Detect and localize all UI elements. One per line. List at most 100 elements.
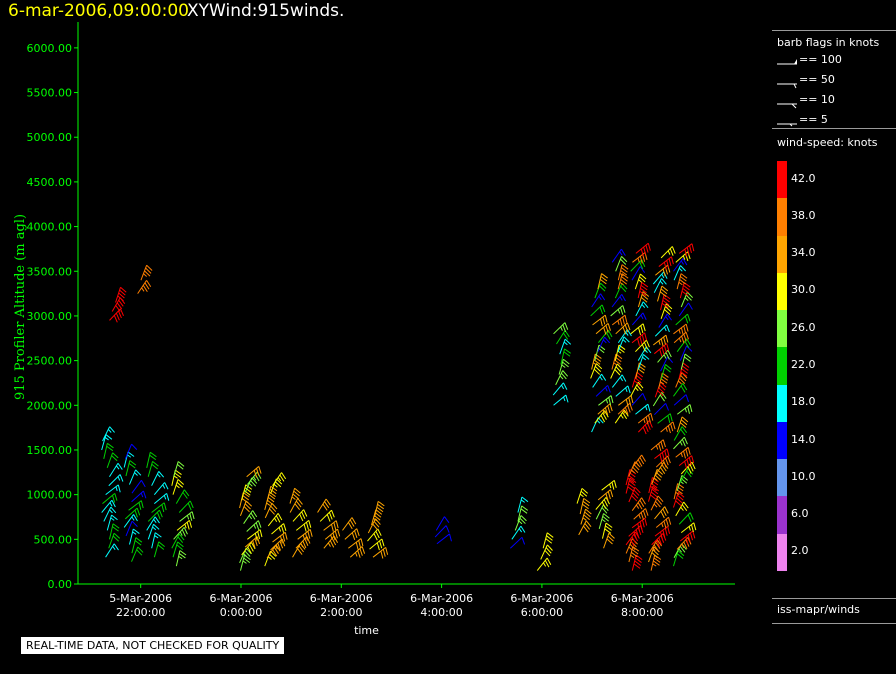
barb-half-flag <box>153 519 157 524</box>
barb-flag <box>140 500 144 509</box>
barb-half-flag <box>678 329 681 334</box>
barb-flag <box>681 416 689 423</box>
barb-staff <box>673 265 681 281</box>
barb-staff <box>618 395 632 406</box>
barb-staff <box>267 513 279 527</box>
barb-flag <box>585 508 592 515</box>
barb-flag <box>682 362 690 368</box>
barb-flag <box>683 285 690 291</box>
barb-flag <box>686 338 692 346</box>
barb-half-flag <box>330 534 333 540</box>
barb-flag <box>599 278 607 285</box>
barb-flag <box>669 248 674 256</box>
barb-flag <box>626 322 631 331</box>
barb-staff <box>648 486 654 502</box>
barb-legend-item: == 5 <box>777 113 828 127</box>
barb-staff <box>631 266 641 281</box>
barb-staff <box>176 519 190 531</box>
barb-flag <box>521 537 526 545</box>
barb-flag <box>601 501 607 509</box>
barb-staff <box>129 528 134 545</box>
barb-flag <box>257 520 262 528</box>
x-tick-time: 2:00:00 <box>320 606 362 619</box>
barb-staff <box>673 394 687 406</box>
barb-flag <box>665 403 669 411</box>
barb-flag <box>647 415 651 423</box>
wind-profile <box>625 454 649 571</box>
barb-half-flag <box>140 492 144 498</box>
barb-staff <box>272 472 282 486</box>
barb-staff <box>658 256 672 267</box>
barb-half-flag <box>543 562 547 567</box>
barb-staff <box>266 544 277 559</box>
barb-half-flag <box>109 502 113 507</box>
barb-flag <box>633 464 640 471</box>
barb-flag <box>655 542 661 549</box>
speed-color-swatch <box>777 384 787 422</box>
barb-half-flag <box>266 502 271 506</box>
barb-flag <box>163 502 167 511</box>
barb-flag <box>626 329 632 337</box>
barb-flag <box>380 550 384 559</box>
barb-flag <box>302 540 307 549</box>
barb-half-flag <box>157 473 161 478</box>
barb-flag <box>385 547 389 555</box>
barb-half-flag <box>184 523 187 529</box>
speed-color-swatch <box>777 347 787 385</box>
barb-flag <box>177 536 184 544</box>
barb-flag <box>670 423 674 432</box>
barb-flag <box>671 246 676 254</box>
barb-flag <box>683 333 687 342</box>
barb-staff <box>372 547 387 558</box>
barb-half-flag <box>559 375 564 380</box>
barb-flag <box>624 324 629 333</box>
barb-flag <box>562 370 569 377</box>
barb-half-flag <box>653 503 658 508</box>
x-tick-time: 4:00:00 <box>420 606 462 619</box>
barb-flag <box>544 549 551 557</box>
barb-flag <box>636 384 642 392</box>
wind-profile <box>552 322 572 406</box>
barb-flag <box>600 415 606 423</box>
barb-flag <box>444 516 450 524</box>
barb-half-flag <box>162 484 166 489</box>
barb-staff <box>601 480 615 491</box>
barb-staff <box>323 535 335 549</box>
barb-staff <box>264 550 271 567</box>
barb-flag <box>273 547 279 554</box>
barb-half-flag <box>179 531 183 536</box>
wind-profile <box>101 426 124 558</box>
x-tick-date: 6-Mar-2006 <box>310 592 373 605</box>
barb-half-flag <box>619 281 624 286</box>
barb-flag <box>357 550 361 558</box>
barb-half-flag <box>143 273 147 277</box>
barb-half-flag <box>175 484 180 489</box>
barb-staff <box>648 539 658 554</box>
barb-flag <box>564 322 569 330</box>
barb-staff <box>146 516 156 531</box>
y-tick-label: 4500.00 <box>27 176 73 189</box>
barb-flag <box>639 256 643 264</box>
barb-flag <box>334 530 338 539</box>
barb-staff <box>560 348 566 365</box>
barb-half-flag <box>126 454 132 458</box>
barb-half-flag <box>625 387 628 393</box>
barb-half-flag <box>355 552 358 557</box>
barb-staff <box>628 487 636 503</box>
barb-flag <box>257 531 261 539</box>
wind-profile <box>630 242 654 435</box>
barb-flag <box>281 538 286 547</box>
barb-flag <box>254 538 258 547</box>
barb-flag <box>641 282 649 288</box>
wind-profile <box>289 487 313 558</box>
barb-flag <box>242 494 249 501</box>
barb-half-flag <box>643 418 646 424</box>
barb-staff <box>635 301 644 317</box>
barb-flag <box>251 477 258 484</box>
barb-flag <box>635 529 640 538</box>
barb-flag <box>603 499 609 507</box>
barb-half-flag <box>678 337 682 343</box>
barb-flag <box>610 489 614 498</box>
barb-flag <box>174 472 182 478</box>
barb-flag <box>644 517 648 526</box>
